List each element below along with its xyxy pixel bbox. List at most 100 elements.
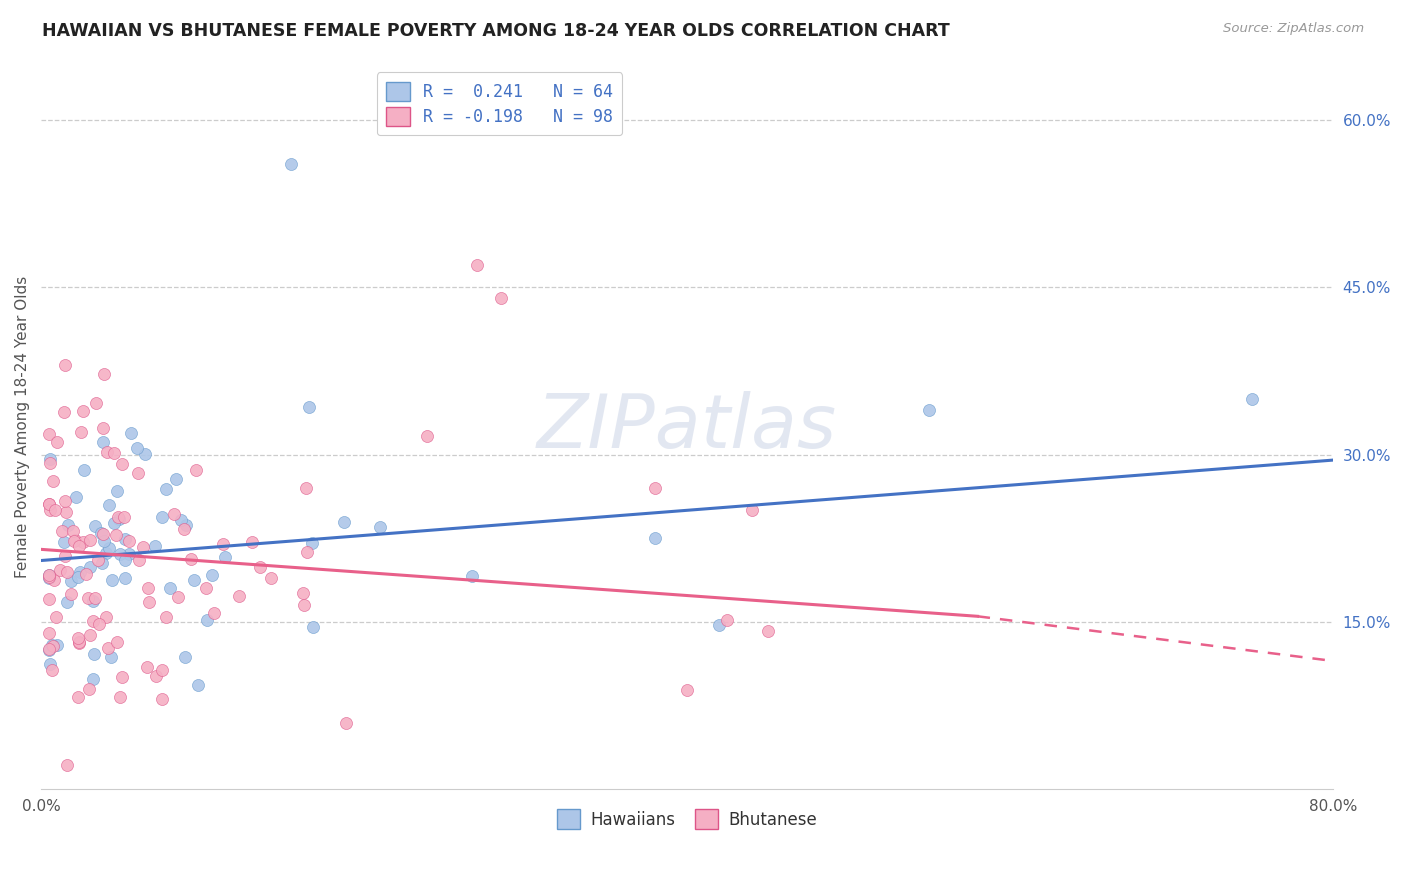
Point: [90, 525, 112, 540]
Point: [38, 643, 60, 657]
Point: [63, 534, 86, 549]
Point: [461, 569, 484, 583]
Point: [212, 536, 235, 550]
Point: [194, 581, 217, 595]
Point: [56, 758, 79, 772]
Point: [82, 594, 104, 608]
Point: [195, 613, 218, 627]
Point: [163, 507, 186, 521]
Point: [98, 541, 121, 555]
Point: [104, 528, 127, 542]
Point: [38, 592, 60, 607]
Point: [46, 638, 69, 652]
Point: [295, 482, 318, 496]
Point: [114, 552, 136, 566]
Point: [56, 565, 79, 579]
Point: [77, 682, 100, 697]
Point: [53, 359, 76, 373]
Point: [228, 589, 250, 603]
Point: [67, 635, 90, 649]
Point: [491, 291, 513, 305]
Point: [107, 510, 129, 524]
Point: [42, 573, 65, 587]
Point: [84, 519, 107, 533]
Point: [83, 648, 105, 662]
Point: [118, 534, 141, 549]
Point: [644, 481, 666, 495]
Point: [297, 545, 319, 559]
Point: [53, 549, 76, 564]
Point: [132, 540, 155, 554]
Point: [120, 425, 142, 440]
Point: [56, 595, 79, 609]
Point: [183, 574, 205, 588]
Point: [77, 591, 100, 605]
Point: [709, 618, 731, 632]
Point: [165, 472, 187, 486]
Point: [91, 434, 114, 449]
Point: [127, 466, 149, 480]
Point: [52, 405, 75, 419]
Point: [38, 456, 60, 470]
Point: [110, 690, 132, 705]
Point: [170, 513, 193, 527]
Y-axis label: Female Poverty Among 18-24 Year Olds: Female Poverty Among 18-24 Year Olds: [15, 276, 30, 578]
Point: [94, 610, 117, 624]
Point: [38, 567, 60, 582]
Point: [105, 635, 128, 649]
Point: [127, 441, 149, 455]
Point: [66, 631, 89, 645]
Point: [62, 524, 84, 538]
Point: [166, 590, 188, 604]
Point: [46, 435, 69, 450]
Point: [280, 157, 302, 171]
Point: [150, 691, 173, 706]
Point: [202, 606, 225, 620]
Point: [59, 574, 82, 588]
Point: [45, 609, 67, 624]
Point: [72, 535, 94, 549]
Point: [82, 614, 104, 628]
Point: [93, 534, 115, 549]
Point: [150, 510, 173, 524]
Point: [335, 716, 357, 731]
Point: [38, 497, 60, 511]
Point: [173, 522, 195, 536]
Point: [676, 683, 699, 698]
Point: [114, 532, 136, 546]
Point: [70, 425, 93, 440]
Point: [184, 463, 207, 477]
Point: [260, 571, 283, 585]
Point: [180, 551, 202, 566]
Point: [298, 400, 321, 414]
Point: [96, 546, 118, 560]
Point: [84, 396, 107, 410]
Point: [159, 581, 181, 595]
Point: [89, 616, 111, 631]
Point: [292, 598, 315, 612]
Point: [100, 649, 122, 664]
Point: [67, 690, 90, 705]
Point: [65, 490, 87, 504]
Point: [292, 586, 315, 600]
Point: [145, 669, 167, 683]
Point: [82, 672, 104, 686]
Point: [90, 557, 112, 571]
Point: [136, 660, 159, 674]
Point: [716, 613, 738, 627]
Point: [79, 533, 101, 548]
Point: [67, 635, 90, 649]
Point: [240, 534, 263, 549]
Point: [38, 568, 60, 582]
Point: [301, 536, 323, 550]
Point: [103, 446, 125, 460]
Point: [415, 429, 437, 443]
Point: [134, 447, 156, 461]
Point: [38, 657, 60, 671]
Point: [51, 524, 73, 539]
Point: [52, 535, 75, 549]
Point: [143, 539, 166, 553]
Point: [1241, 392, 1264, 406]
Point: [644, 531, 666, 545]
Point: [39, 451, 62, 466]
